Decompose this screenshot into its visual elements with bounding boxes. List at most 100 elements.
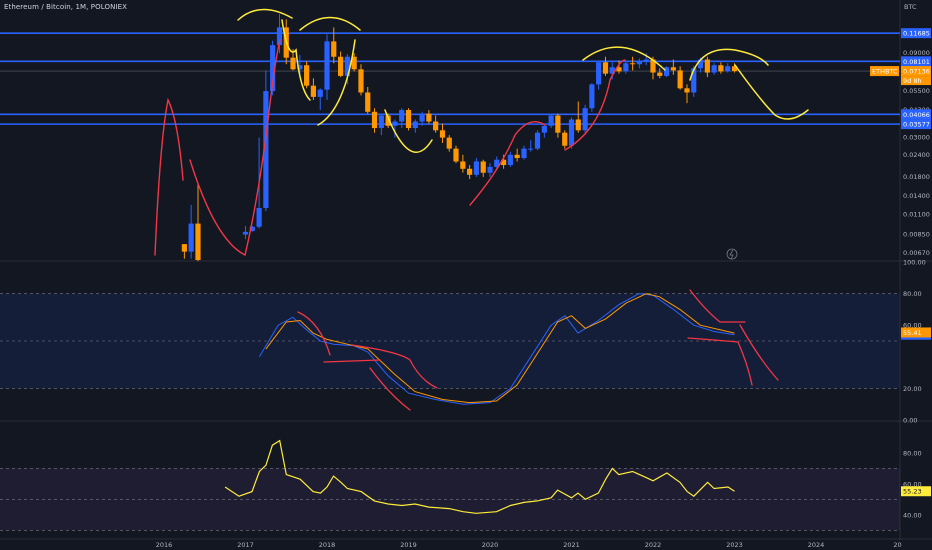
candle-body — [310, 85, 316, 97]
annotation-arc — [351, 344, 438, 389]
price-tag — [901, 119, 931, 130]
rsi-value-label: 55.23 — [903, 488, 922, 496]
candle-body — [263, 91, 269, 209]
stoch-value-label: 55.41 — [903, 329, 922, 337]
time-axis-label: 2017 — [237, 541, 254, 549]
candle-body — [412, 121, 418, 129]
candle-body — [507, 154, 513, 166]
candle-body — [453, 148, 459, 162]
candle-body — [188, 223, 194, 252]
candle-body — [242, 231, 249, 235]
annotation-arc — [689, 289, 721, 323]
candle-body — [725, 66, 731, 72]
annotation-arc — [384, 109, 433, 153]
time-axis-label: 2020 — [482, 541, 499, 549]
candle-body — [480, 161, 486, 173]
candle-body — [371, 111, 378, 129]
time-axis-label: 2024 — [808, 541, 825, 549]
time-axis-label: 2021 — [563, 541, 580, 549]
chart-title: Ethereum / Bitcoin, 1M, POLONIEX — [4, 3, 128, 11]
annotation-arc — [582, 46, 666, 71]
candle-body — [331, 41, 337, 57]
annotation-arc — [237, 8, 293, 21]
annotation-arc — [281, 19, 311, 101]
candle-body — [181, 244, 187, 252]
candle-body — [704, 59, 710, 73]
price-tick-label: 0.01800 — [903, 173, 930, 181]
candle-body — [582, 108, 588, 131]
candle-body — [718, 65, 724, 72]
candle-body — [589, 84, 595, 109]
price-tag-label: 0.04066 — [903, 111, 930, 119]
candle-body — [419, 113, 425, 122]
time-axis-label: 2018 — [319, 541, 336, 549]
candle-body — [562, 132, 568, 146]
annotation-arc — [739, 324, 779, 381]
candle-body — [609, 67, 615, 74]
candle-body — [270, 45, 276, 92]
stoch-tick-label: 80.00 — [903, 290, 922, 298]
candle-body — [548, 115, 554, 126]
candle-body — [521, 148, 527, 159]
price-tag — [901, 66, 931, 77]
candle-body — [684, 88, 690, 93]
stoch-tick-label: 100.00 — [903, 259, 926, 267]
candle-body — [385, 115, 391, 126]
candle-body — [365, 92, 371, 112]
candle-body — [446, 137, 452, 149]
lightning-icon — [726, 248, 738, 260]
symbol-tag — [870, 66, 899, 77]
time-axis-label: 2023 — [726, 541, 743, 549]
annotation-arc — [317, 39, 356, 126]
candle-body — [501, 159, 507, 166]
time-axis-label: 20 — [893, 541, 901, 549]
candle-body — [623, 63, 629, 72]
candle-body — [643, 59, 649, 62]
candle-body — [405, 109, 412, 129]
stoch-value-tag — [901, 327, 931, 338]
candle-body — [711, 65, 717, 73]
candle-body — [596, 62, 602, 85]
price-tick-label: 0.00850 — [903, 231, 930, 239]
price-tag — [901, 109, 931, 120]
annotation-arc — [734, 64, 809, 120]
annotation-arc — [297, 311, 331, 356]
price-tag-label: 0.11685 — [903, 30, 930, 38]
candle-body — [555, 115, 561, 133]
stoch-tick-label: 20.00 — [903, 385, 922, 393]
annotation-arc — [469, 121, 546, 206]
candle-body — [317, 89, 323, 97]
candle-body — [528, 148, 534, 150]
candle-body — [630, 63, 636, 65]
lightning-icon — [729, 249, 734, 260]
candle-body — [670, 67, 676, 71]
rsi-value-tag — [901, 486, 931, 497]
price-tag — [901, 76, 931, 86]
candle-body — [568, 119, 575, 146]
price-tick-label: 0.09000 — [903, 49, 930, 57]
candle-body — [487, 166, 493, 173]
candle-body — [731, 66, 738, 72]
candle-body — [358, 69, 364, 93]
candle-body — [514, 154, 520, 159]
candle-body — [297, 65, 303, 70]
candle-body — [460, 161, 466, 169]
annotation-arc — [323, 359, 381, 363]
candle-body — [433, 121, 439, 131]
annotation-arc — [687, 337, 753, 386]
rsi-tick-label: 60.00 — [903, 480, 922, 488]
candle-body — [467, 168, 473, 175]
candle-body — [616, 67, 622, 72]
candle-body — [691, 68, 697, 93]
candle-body — [657, 72, 663, 76]
candle-body — [473, 161, 479, 175]
candle-body — [324, 41, 330, 90]
lightning-icon — [726, 248, 738, 260]
annotation-arc — [369, 367, 411, 411]
candle-body — [256, 208, 262, 227]
candle-body — [399, 109, 405, 122]
stoch-tick-label: 60.00 — [903, 322, 922, 330]
candle-body — [426, 113, 432, 122]
candle-body — [664, 67, 670, 76]
